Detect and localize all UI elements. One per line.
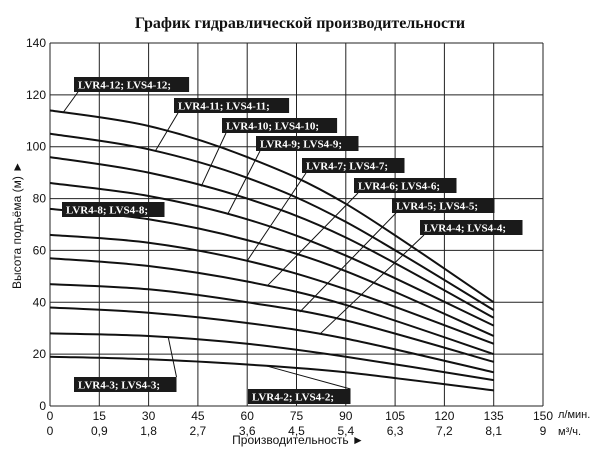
- leader-line: [200, 132, 227, 187]
- y-tick-label: 100: [26, 140, 46, 154]
- y-axis-label: Высота подъёма (м) ►: [10, 161, 24, 289]
- curve-label: LVR4-12; LVS4-12;: [78, 80, 171, 92]
- x2-tick-label: 6,3: [387, 424, 404, 438]
- leader-line: [62, 91, 79, 113]
- series-line: [49, 306, 494, 374]
- x2-tick-label: 5,4: [337, 424, 354, 438]
- curve-label: LVR4-3; LVS4-3;: [78, 380, 160, 392]
- curve-label-box: [420, 220, 523, 235]
- curve-label-box: [174, 98, 290, 113]
- y-tick-label: 140: [26, 36, 46, 50]
- x2-tick-label: 9: [540, 424, 547, 438]
- leader-line: [299, 212, 397, 313]
- y-tick-label: 120: [26, 88, 46, 102]
- y-tick-label: 60: [33, 243, 47, 257]
- x2-tick-label: 0: [47, 424, 54, 438]
- curve-label: LVR4-5; LVS4-5;: [396, 201, 478, 213]
- x-tick-label: 60: [241, 409, 255, 423]
- curve-label-box: [302, 158, 405, 173]
- x2-tick-label: 7,2: [436, 424, 453, 438]
- x2-tick-label: 4,5: [288, 424, 305, 438]
- series-line: [49, 257, 495, 356]
- leader-line: [154, 112, 179, 152]
- x2-tick-label: 0,9: [91, 424, 108, 438]
- x-tick-label: 135: [484, 409, 504, 423]
- curve-label-box: [74, 377, 177, 392]
- series-line: [49, 355, 494, 392]
- curve-label: LVR4-10; LVS4-10;: [226, 121, 319, 133]
- series-line: [49, 332, 494, 382]
- x-tick-label: 45: [191, 409, 205, 423]
- chart-title: График гидравлической производительности: [135, 15, 465, 32]
- x-axis-label: Производительность ►: [232, 433, 364, 447]
- x-tick-label: 150: [533, 409, 553, 423]
- y-tick-label: 20: [33, 347, 47, 361]
- y-tick-label: 40: [33, 295, 47, 309]
- series-line: [49, 283, 494, 363]
- x-tick-label: 0: [47, 409, 54, 423]
- leader-line: [266, 192, 359, 287]
- curve-label: LVR4-4; LVS4-4;: [424, 223, 506, 235]
- series-line: [49, 156, 495, 319]
- y-tick-label: 80: [33, 192, 47, 206]
- y-tick-label: 0: [39, 399, 46, 413]
- curve-label-box: [248, 389, 351, 404]
- series-line: [49, 132, 495, 311]
- series-line: [49, 233, 495, 345]
- curve-label-box: [62, 202, 165, 217]
- x-unit-label: л/мин.: [558, 409, 590, 421]
- leader-line: [246, 172, 307, 262]
- curve-label-box: [74, 77, 190, 92]
- series-line: [49, 182, 495, 327]
- x-tick-label: 75: [290, 409, 304, 423]
- x2-tick-label: 2,7: [190, 424, 207, 438]
- x2-tick-label: 8,1: [485, 424, 502, 438]
- leader-line: [319, 234, 425, 335]
- x-tick-label: 15: [93, 409, 107, 423]
- x2-tick-label: 3,6: [239, 424, 256, 438]
- curve-label-box: [354, 178, 457, 193]
- curve-label-box: [222, 118, 338, 133]
- leader-line: [227, 150, 261, 215]
- curve-label-box: [256, 136, 359, 151]
- x-tick-label: 105: [385, 409, 405, 423]
- curve-label: LVR4-9; LVS4-9;: [260, 139, 342, 151]
- curve-label-box: [392, 198, 495, 213]
- x-tick-label: 90: [339, 409, 353, 423]
- leader-line: [167, 337, 177, 378]
- series-line: [49, 109, 495, 304]
- curve-label: LVR4-6; LVS4-6;: [358, 181, 440, 193]
- x2-tick-label: 1,8: [140, 424, 157, 438]
- x-tick-label: 30: [142, 409, 156, 423]
- curve-labels: LVR4-12; LVS4-12; LVR4-11; LVS4-11; LVR4-1…: [62, 77, 523, 404]
- curve-label: LVR4-2; LVS4-2;: [252, 392, 334, 404]
- x2-unit-label: м³/ч.: [558, 426, 581, 438]
- x-tick-label: 120: [434, 409, 454, 423]
- curve-label: LVR4-7; LVS4-7;: [306, 161, 388, 173]
- leader-line: [266, 365, 351, 390]
- curve-label: LVR4-8; LVS4-8;: [66, 205, 148, 217]
- curve-label: LVR4-11; LVS4-11;: [178, 101, 270, 113]
